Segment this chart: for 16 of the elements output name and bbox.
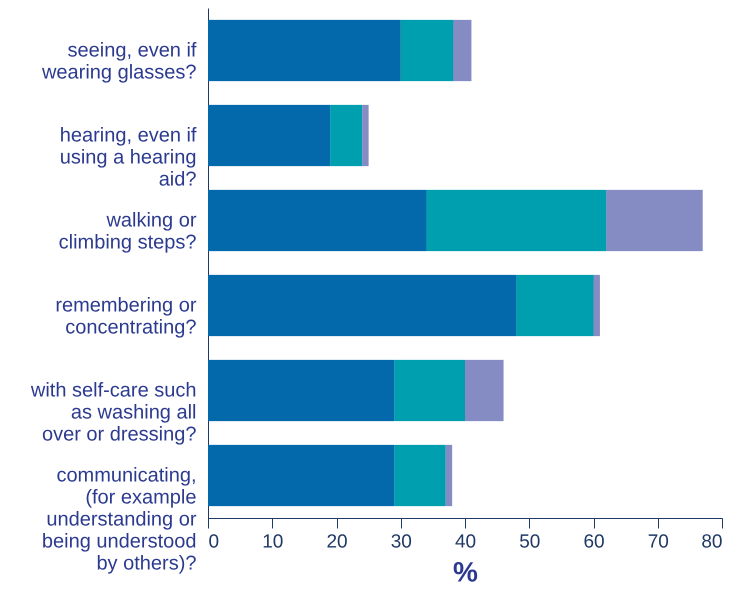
x-tick-label: 40 xyxy=(454,532,476,552)
y-tick-label: communicating, (for example understanding or being understood by others)? xyxy=(42,464,197,574)
y-tick-label: with self-care such as washing all over or dressing? xyxy=(30,380,196,446)
y-tick-label: walking or climbing steps? xyxy=(58,210,197,254)
x-tick-label: 70 xyxy=(648,532,669,552)
x-tick-label: 10 xyxy=(262,532,284,552)
x-tick-label: 20 xyxy=(326,532,348,552)
y-tick-label: seeing, even if wearing glasses? xyxy=(40,40,197,84)
x-tick-label: 30 xyxy=(390,532,412,552)
x-tick-label: 80 xyxy=(701,532,722,552)
y-tick-label: remembering or concentrating? xyxy=(55,294,197,338)
x-tick-label: 50 xyxy=(519,532,540,552)
x-axis-title: % xyxy=(453,556,478,588)
y-tick-label: hearing, even if using a hearing aid? xyxy=(60,124,197,190)
x-tick-label: 0 xyxy=(208,532,220,552)
x-tick-label: 60 xyxy=(583,532,605,552)
